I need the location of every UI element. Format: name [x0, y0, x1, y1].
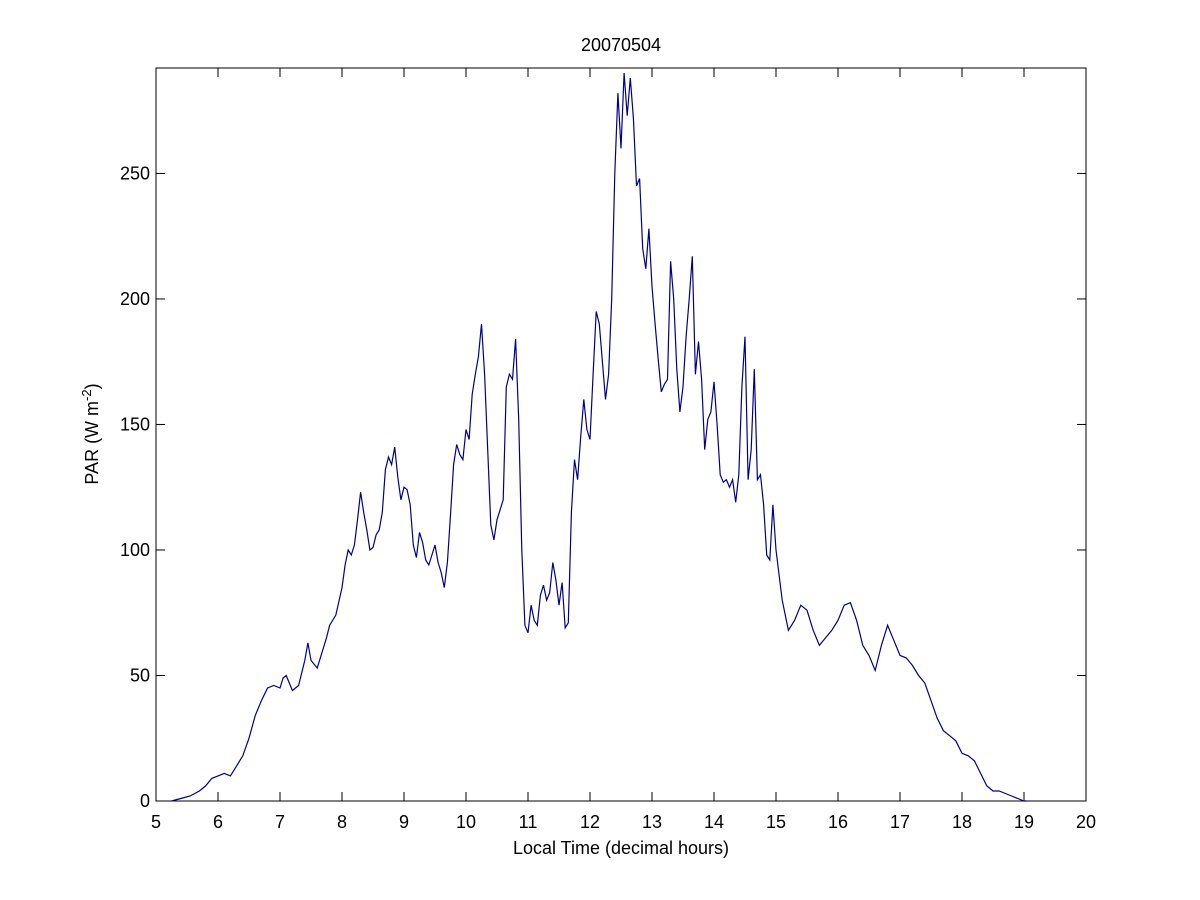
y-tick-label: 0 [140, 791, 150, 811]
y-tick-label: 250 [120, 163, 150, 183]
x-axis-ticks: 5 6 7 8 9 10 11 12 13 14 15 16 17 18 19 20 [151, 68, 1096, 832]
y-axis-label-sup: -2 [79, 389, 94, 401]
x-tick-label: 18 [952, 812, 972, 832]
y-tick-label: 150 [120, 414, 150, 434]
plot-area [155, 67, 1087, 802]
y-tick-label: 200 [120, 289, 150, 309]
y-axis-label-base: PAR (W m [82, 401, 102, 485]
x-tick-label: 14 [704, 812, 724, 832]
x-tick-label: 20 [1076, 812, 1096, 832]
x-tick-label: 7 [275, 812, 285, 832]
y-axis-label: PAR (W m-2) [79, 383, 102, 484]
x-tick-label: 17 [890, 812, 910, 832]
y-tick-label: 100 [120, 540, 150, 560]
x-tick-label: 8 [337, 812, 347, 832]
x-tick-label: 12 [580, 812, 600, 832]
x-tick-label: 6 [213, 812, 223, 832]
x-tick-label: 19 [1014, 812, 1034, 832]
y-tick-label: 50 [130, 665, 150, 685]
x-tick-label: 11 [519, 812, 538, 832]
x-axis-label: Local Time (decimal hours) [513, 838, 729, 858]
y-axis-ticks: 0 50 100 150 200 250 [120, 163, 1086, 811]
y-axis-label-close: ) [82, 383, 102, 389]
x-tick-label: 16 [828, 812, 848, 832]
x-tick-label: 15 [766, 812, 786, 832]
par-series-line [171, 72, 1028, 802]
chart-title: 20070504 [581, 35, 661, 55]
x-tick-label: 9 [399, 812, 409, 832]
x-tick-label: 5 [151, 812, 161, 832]
x-tick-label: 13 [642, 812, 662, 832]
x-tick-label: 10 [456, 812, 476, 832]
